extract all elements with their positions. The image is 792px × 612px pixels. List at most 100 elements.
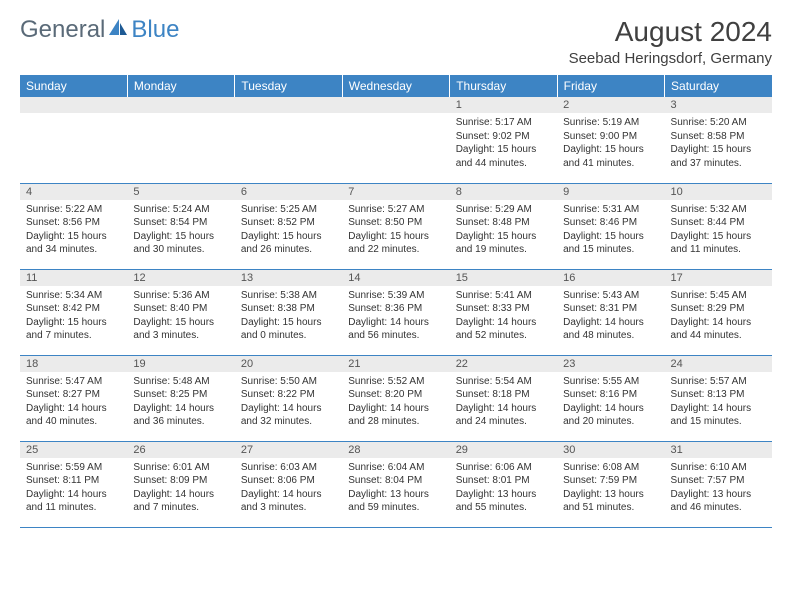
calendar-day-cell [20,97,127,183]
day-data: Sunrise: 5:34 AMSunset: 8:42 PMDaylight:… [20,286,127,346]
sunset-line: Sunset: 8:52 PM [241,216,336,230]
day-number: 6 [235,184,342,200]
sunrise-line: Sunrise: 5:50 AM [241,375,336,389]
day-number: 9 [557,184,664,200]
daylight-line: Daylight: 15 hours and 34 minutes. [26,230,121,257]
day-number [342,97,449,113]
daylight-line: Daylight: 14 hours and 7 minutes. [133,488,228,515]
calendar-day-cell: 23Sunrise: 5:55 AMSunset: 8:16 PMDayligh… [557,355,664,441]
sunrise-line: Sunrise: 6:01 AM [133,461,228,475]
day-data: Sunrise: 6:08 AMSunset: 7:59 PMDaylight:… [557,458,664,518]
daylight-line: Daylight: 13 hours and 46 minutes. [671,488,766,515]
calendar-week-row: 25Sunrise: 5:59 AMSunset: 8:11 PMDayligh… [20,441,772,527]
day-data: Sunrise: 5:43 AMSunset: 8:31 PMDaylight:… [557,286,664,346]
calendar-day-cell: 8Sunrise: 5:29 AMSunset: 8:48 PMDaylight… [450,183,557,269]
day-number: 11 [20,270,127,286]
day-data: Sunrise: 5:59 AMSunset: 8:11 PMDaylight:… [20,458,127,518]
day-data: Sunrise: 5:31 AMSunset: 8:46 PMDaylight:… [557,200,664,260]
daylight-line: Daylight: 15 hours and 7 minutes. [26,316,121,343]
calendar-day-cell: 21Sunrise: 5:52 AMSunset: 8:20 PMDayligh… [342,355,449,441]
daylight-line: Daylight: 15 hours and 11 minutes. [671,230,766,257]
day-number: 13 [235,270,342,286]
sunset-line: Sunset: 8:16 PM [563,388,658,402]
sunrise-line: Sunrise: 5:27 AM [348,203,443,217]
day-number: 20 [235,356,342,372]
day-number: 29 [450,442,557,458]
sunrise-line: Sunrise: 6:03 AM [241,461,336,475]
day-data: Sunrise: 5:39 AMSunset: 8:36 PMDaylight:… [342,286,449,346]
weekday-header: Monday [127,75,234,97]
day-data: Sunrise: 5:25 AMSunset: 8:52 PMDaylight:… [235,200,342,260]
sunset-line: Sunset: 8:27 PM [26,388,121,402]
day-number: 31 [665,442,772,458]
day-number: 24 [665,356,772,372]
logo-text-blue: Blue [131,16,179,44]
daylight-line: Daylight: 14 hours and 20 minutes. [563,402,658,429]
calendar-day-cell: 18Sunrise: 5:47 AMSunset: 8:27 PMDayligh… [20,355,127,441]
sunrise-line: Sunrise: 5:47 AM [26,375,121,389]
calendar-day-cell: 3Sunrise: 5:20 AMSunset: 8:58 PMDaylight… [665,97,772,183]
day-number: 30 [557,442,664,458]
calendar-page: General Blue August 2024 Seebad Heringsd… [0,0,792,544]
location: Seebad Heringsdorf, Germany [569,50,772,67]
sunset-line: Sunset: 8:40 PM [133,302,228,316]
day-number: 1 [450,97,557,113]
sunrise-line: Sunrise: 5:34 AM [26,289,121,303]
day-data: Sunrise: 5:38 AMSunset: 8:38 PMDaylight:… [235,286,342,346]
day-data: Sunrise: 5:41 AMSunset: 8:33 PMDaylight:… [450,286,557,346]
day-data: Sunrise: 6:04 AMSunset: 8:04 PMDaylight:… [342,458,449,518]
sunset-line: Sunset: 8:29 PM [671,302,766,316]
day-data: Sunrise: 5:57 AMSunset: 8:13 PMDaylight:… [665,372,772,432]
weekday-header: Sunday [20,75,127,97]
sunset-line: Sunset: 8:25 PM [133,388,228,402]
day-data: Sunrise: 5:20 AMSunset: 8:58 PMDaylight:… [665,113,772,173]
sunset-line: Sunset: 8:22 PM [241,388,336,402]
header: General Blue August 2024 Seebad Heringsd… [20,16,772,67]
day-number: 15 [450,270,557,286]
daylight-line: Daylight: 14 hours and 48 minutes. [563,316,658,343]
title-block: August 2024 Seebad Heringsdorf, Germany [569,16,772,67]
sunrise-line: Sunrise: 6:08 AM [563,461,658,475]
calendar-day-cell: 29Sunrise: 6:06 AMSunset: 8:01 PMDayligh… [450,441,557,527]
daylight-line: Daylight: 13 hours and 55 minutes. [456,488,551,515]
day-number: 19 [127,356,234,372]
calendar-day-cell: 27Sunrise: 6:03 AMSunset: 8:06 PMDayligh… [235,441,342,527]
sunset-line: Sunset: 8:13 PM [671,388,766,402]
sunset-line: Sunset: 8:36 PM [348,302,443,316]
sunrise-line: Sunrise: 5:29 AM [456,203,551,217]
logo-text-general: General [20,16,105,44]
sunset-line: Sunset: 8:54 PM [133,216,228,230]
day-data: Sunrise: 6:06 AMSunset: 8:01 PMDaylight:… [450,458,557,518]
daylight-line: Daylight: 15 hours and 44 minutes. [456,143,551,170]
sunset-line: Sunset: 8:42 PM [26,302,121,316]
daylight-line: Daylight: 14 hours and 24 minutes. [456,402,551,429]
day-number: 16 [557,270,664,286]
calendar-day-cell: 20Sunrise: 5:50 AMSunset: 8:22 PMDayligh… [235,355,342,441]
daylight-line: Daylight: 14 hours and 52 minutes. [456,316,551,343]
sunset-line: Sunset: 9:00 PM [563,130,658,144]
weekday-header: Wednesday [342,75,449,97]
day-data: Sunrise: 5:50 AMSunset: 8:22 PMDaylight:… [235,372,342,432]
daylight-line: Daylight: 14 hours and 56 minutes. [348,316,443,343]
sunset-line: Sunset: 8:56 PM [26,216,121,230]
sunrise-line: Sunrise: 5:25 AM [241,203,336,217]
calendar-day-cell [127,97,234,183]
calendar-body: 1Sunrise: 5:17 AMSunset: 9:02 PMDaylight… [20,97,772,527]
sunset-line: Sunset: 8:48 PM [456,216,551,230]
sunset-line: Sunset: 8:31 PM [563,302,658,316]
daylight-line: Daylight: 15 hours and 30 minutes. [133,230,228,257]
day-number [127,97,234,113]
daylight-line: Daylight: 14 hours and 11 minutes. [26,488,121,515]
sunset-line: Sunset: 8:38 PM [241,302,336,316]
day-number: 5 [127,184,234,200]
sunset-line: Sunset: 7:57 PM [671,474,766,488]
calendar-day-cell: 30Sunrise: 6:08 AMSunset: 7:59 PMDayligh… [557,441,664,527]
weekday-header: Thursday [450,75,557,97]
sunrise-line: Sunrise: 5:31 AM [563,203,658,217]
day-number: 4 [20,184,127,200]
day-number: 17 [665,270,772,286]
sail-icon [107,16,129,44]
daylight-line: Daylight: 15 hours and 3 minutes. [133,316,228,343]
day-data: Sunrise: 5:45 AMSunset: 8:29 PMDaylight:… [665,286,772,346]
sunset-line: Sunset: 8:18 PM [456,388,551,402]
